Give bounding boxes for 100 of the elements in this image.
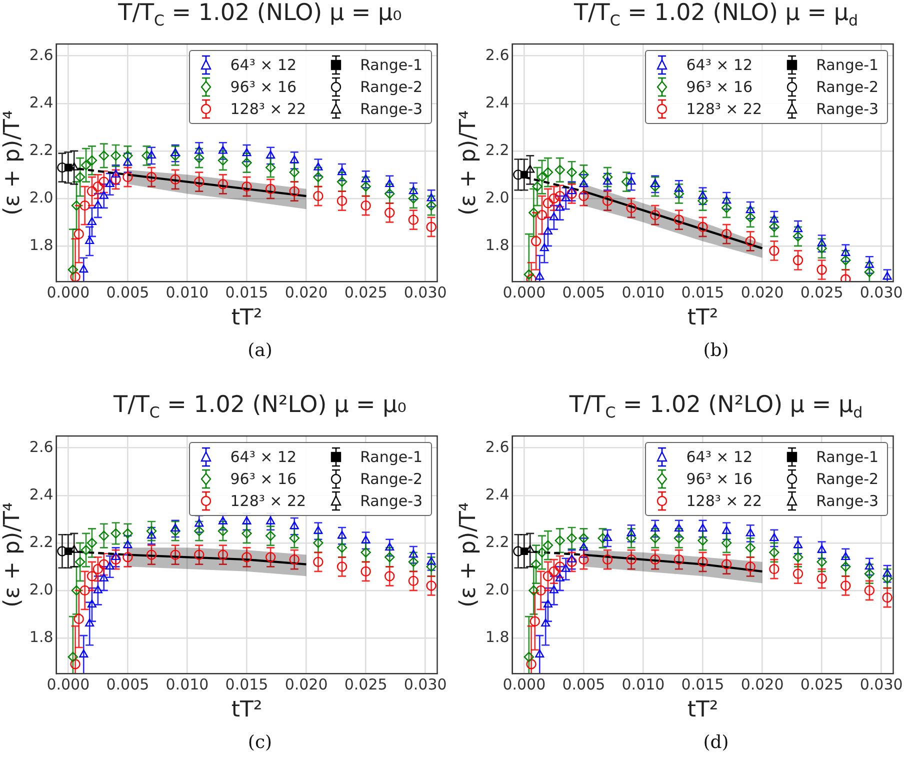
legend-label: Range-1 (360, 56, 423, 74)
point (194, 176, 204, 187)
point (85, 618, 94, 627)
point (602, 554, 613, 565)
y-tick-label: 2.0 (485, 188, 510, 206)
point (698, 190, 708, 199)
point (194, 152, 204, 164)
point (530, 616, 540, 626)
point (770, 214, 779, 223)
point (816, 243, 827, 254)
point (170, 524, 180, 532)
point (721, 538, 732, 548)
legend-label: 64³ × 12 (686, 448, 753, 466)
point (794, 540, 802, 548)
legend-label: Range-1 (816, 448, 879, 466)
point (817, 238, 826, 246)
point (566, 167, 577, 178)
legend-label: 64³ × 12 (230, 448, 297, 466)
y-tick-label: 2.2 (485, 532, 510, 551)
point (290, 155, 299, 164)
point (535, 272, 544, 280)
point (242, 528, 252, 539)
point (561, 193, 570, 202)
x-tick-label: 0.005 (562, 283, 606, 302)
text: (b) (702, 340, 730, 361)
point (745, 212, 756, 223)
x-axis-title: tT² (687, 698, 718, 723)
x-tick-label: 0.000 (502, 675, 546, 694)
x-tick-label: 0.015 (225, 675, 268, 694)
point (122, 552, 133, 562)
point (526, 658, 536, 670)
legend-label: Range-2 (360, 470, 423, 488)
point (242, 158, 252, 168)
point (542, 167, 554, 178)
point (146, 172, 157, 182)
point (816, 573, 827, 584)
y-tick-label: 1.8 (29, 628, 54, 646)
point (722, 526, 732, 534)
text: (c) (246, 732, 274, 753)
point (578, 554, 589, 565)
y-tick-label: 2.0 (485, 580, 510, 598)
point (80, 200, 90, 211)
point (864, 568, 875, 579)
point (578, 190, 589, 202)
point (579, 179, 588, 188)
point (578, 170, 589, 180)
point (71, 200, 82, 211)
point (147, 150, 156, 159)
point (536, 585, 546, 596)
point (548, 566, 560, 577)
point (603, 533, 612, 542)
y-tick-label: 2.0 (29, 188, 54, 206)
point (792, 255, 804, 266)
point (841, 248, 850, 256)
x-tick-label: 0.030 (860, 675, 903, 694)
point (548, 193, 560, 204)
point (265, 184, 276, 194)
point (194, 146, 204, 154)
point (674, 184, 684, 192)
point (650, 524, 660, 532)
point (74, 228, 84, 240)
point (650, 181, 660, 192)
point (110, 150, 121, 161)
point (265, 530, 276, 541)
point (698, 222, 708, 232)
text: (d) (702, 732, 730, 753)
point (698, 524, 708, 532)
legend-label: Range-3 (360, 492, 423, 510)
y-tick-label: 2.2 (29, 140, 54, 159)
point (147, 530, 156, 539)
point (721, 559, 732, 570)
point (864, 585, 875, 596)
point (549, 585, 558, 594)
y-tick-label: 2.4 (485, 93, 510, 112)
x-tick-label: 0.020 (740, 675, 784, 694)
point (650, 179, 660, 188)
point (68, 264, 78, 275)
point (674, 554, 684, 565)
x-axis-title: tT² (687, 306, 718, 331)
point (426, 556, 436, 565)
point (408, 556, 419, 568)
point (70, 658, 80, 670)
point (520, 170, 528, 178)
point (360, 566, 371, 577)
point (817, 544, 826, 553)
point (146, 526, 157, 536)
y-tick-label: 2.2 (29, 532, 54, 551)
y-axis-title: (ε + p)/T⁴ (0, 502, 25, 608)
point (290, 521, 299, 530)
x-axis-title: tT² (231, 698, 262, 723)
point (530, 559, 542, 570)
y-tick-label: 2.6 (485, 438, 510, 456)
point (142, 150, 152, 161)
point (170, 148, 180, 156)
point (87, 217, 96, 226)
y-tick-label: 2.2 (485, 140, 510, 159)
x-axis-title: tT² (231, 306, 262, 331)
point (621, 176, 632, 187)
point (554, 164, 565, 176)
point (555, 573, 564, 582)
